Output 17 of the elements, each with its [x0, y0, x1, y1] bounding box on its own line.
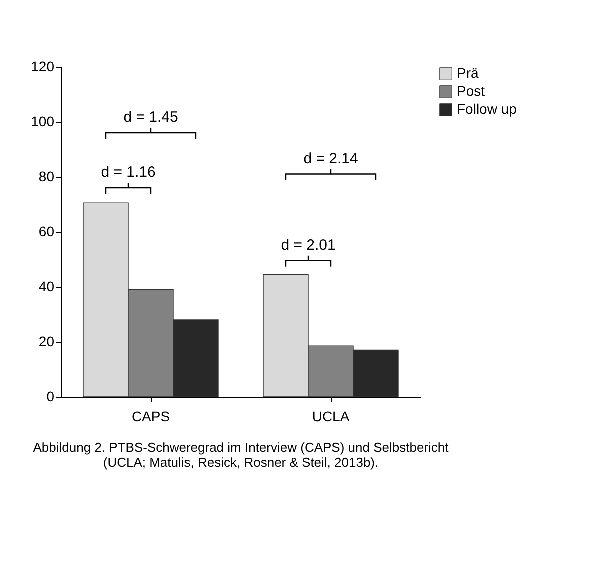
x-tick-label: UCLA: [312, 408, 350, 424]
y-tick-label: 120: [31, 58, 55, 74]
y-tick-label: 40: [38, 278, 55, 294]
annotation: d = 2.14: [304, 150, 358, 168]
annotation: d = 2.01: [281, 236, 336, 254]
legend-label: Post: [457, 83, 486, 99]
y-tick-label: 20: [38, 334, 55, 350]
x-tick-label: CAPS: [132, 408, 170, 424]
annotation: d = 1.45: [124, 109, 178, 126]
y-tick-label: 60: [38, 224, 55, 240]
text: Abbildung 2. PTBS-Schweregrad im Interview (CAPS) und Selbstbericht (UCLA; Matulis, Resick, Rosner & Steil, 2013b).: [33, 440, 450, 470]
legend-label: Prä: [457, 65, 479, 81]
legend-label: Follow up: [457, 101, 518, 117]
y-tick-label: 80: [38, 168, 55, 184]
y-tick-label: 0: [46, 388, 55, 404]
annotation: d = 1.16: [101, 164, 156, 181]
y-tick-label: 100: [31, 114, 55, 130]
